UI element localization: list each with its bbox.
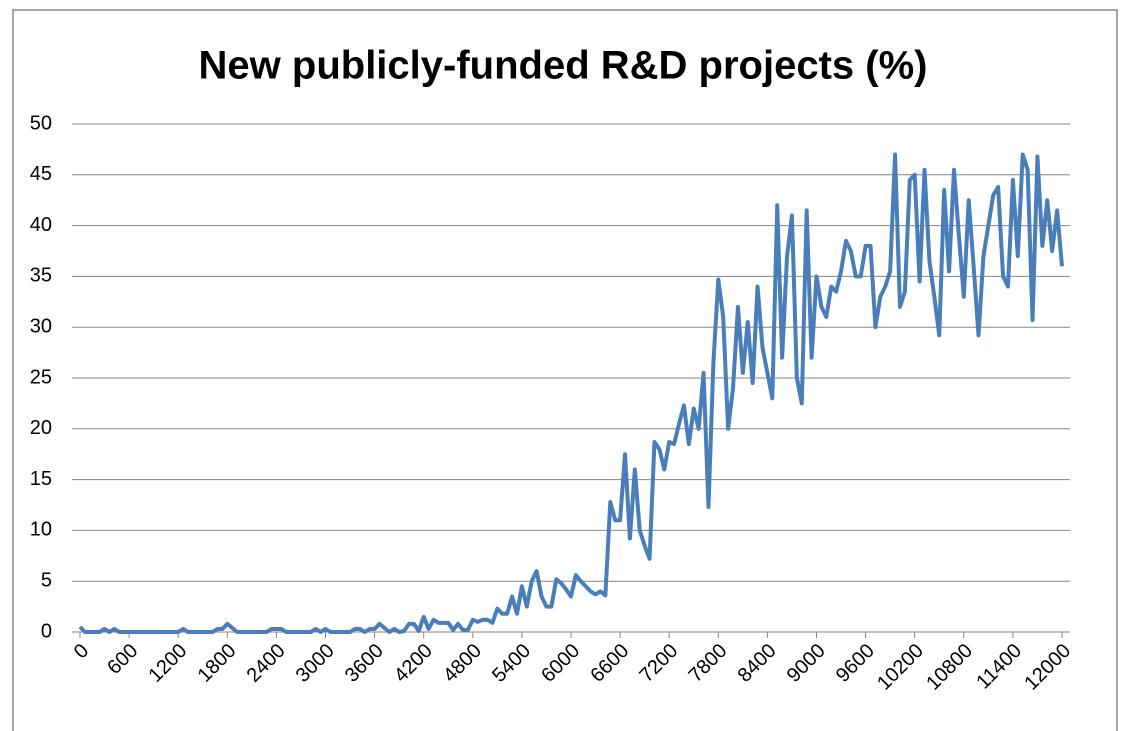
- y-tick-label: 45: [30, 163, 52, 185]
- y-tick-label: 0: [41, 620, 52, 642]
- y-tick-label: 10: [30, 519, 52, 541]
- y-tick-label: 40: [30, 214, 52, 236]
- y-tick-label: 30: [30, 315, 52, 337]
- y-tick-label: 35: [30, 265, 52, 287]
- chart-title: New publicly-funded R&D projects (%): [199, 44, 928, 88]
- chart-border: [12, 9, 1118, 731]
- y-tick-label: 15: [30, 468, 52, 490]
- y-tick-label: 5: [41, 569, 52, 591]
- y-tick-label: 50: [30, 112, 52, 134]
- y-tick-label: 20: [30, 417, 52, 439]
- y-tick-label: 25: [30, 366, 52, 388]
- data-line: [78, 152, 1064, 634]
